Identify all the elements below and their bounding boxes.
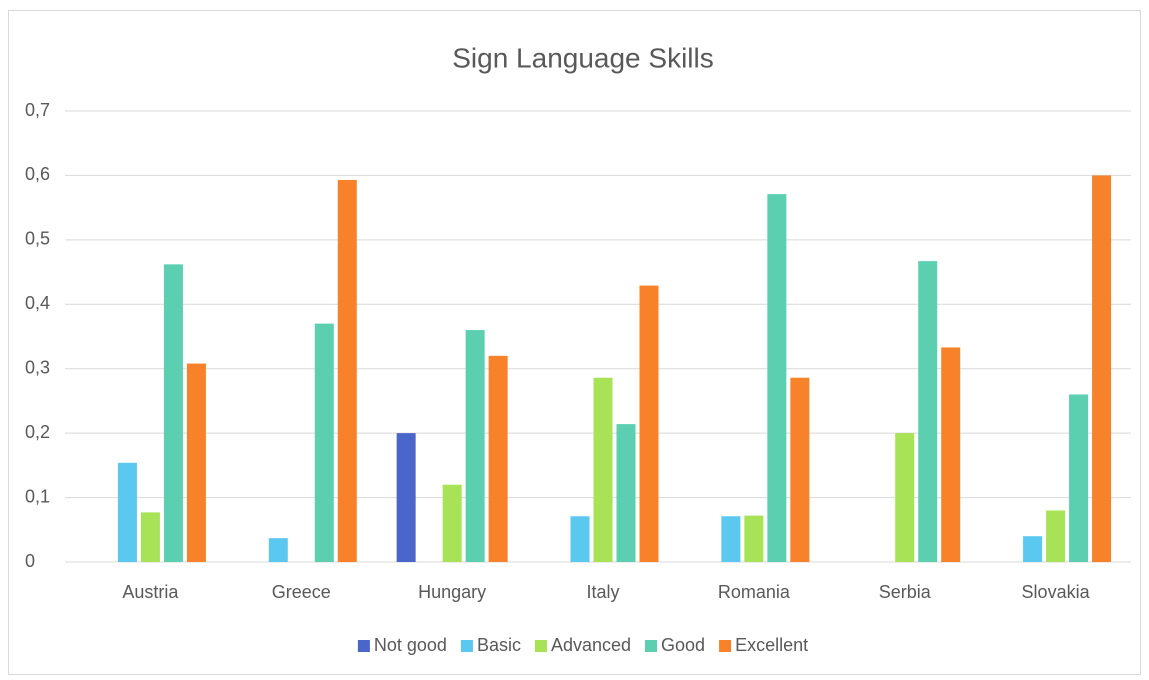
x-tick-label: Romania (718, 582, 791, 602)
bar (570, 516, 590, 562)
bar (186, 363, 206, 562)
bar (488, 355, 508, 562)
bar (163, 264, 183, 562)
x-tick-label: Greece (272, 582, 331, 602)
bar (337, 179, 357, 562)
bar (593, 377, 613, 562)
legend-label: Not good (374, 635, 447, 655)
x-tick-label: Austria (122, 582, 179, 602)
bar (140, 512, 160, 562)
bar (465, 330, 485, 562)
y-tick-label: 0,1 (25, 486, 50, 506)
bar (1092, 175, 1112, 562)
y-tick-label: 0,3 (25, 357, 50, 377)
bar (1023, 536, 1043, 562)
y-tick-label: 0,7 (25, 100, 50, 120)
bar (744, 515, 764, 562)
x-tick-label: Slovakia (1022, 582, 1091, 602)
bar (268, 538, 288, 562)
y-tick-label: 0,6 (25, 164, 50, 184)
bar (918, 261, 938, 562)
y-tick-label: 0,2 (25, 422, 50, 442)
chart-title: Sign Language Skills (452, 42, 714, 73)
legend-label: Basic (477, 635, 521, 655)
bar (895, 433, 915, 562)
bar (442, 484, 462, 562)
legend-label: Advanced (551, 635, 631, 655)
legend-swatch (460, 640, 473, 652)
bar (790, 377, 810, 562)
bar (1069, 394, 1089, 562)
x-tick-label: Hungary (418, 582, 486, 602)
bar (639, 285, 659, 562)
bar (616, 424, 636, 562)
legend-swatch (645, 640, 658, 652)
x-tick-label: Serbia (879, 582, 932, 602)
legend-label: Excellent (735, 635, 808, 655)
bar (314, 323, 334, 562)
bar (767, 194, 787, 562)
bar (721, 516, 741, 562)
legend-swatch (357, 640, 370, 652)
chart-frame (8, 10, 1141, 675)
y-tick-label: 0,4 (25, 293, 50, 313)
legend-swatch (719, 640, 732, 652)
bar (396, 433, 416, 562)
bar (1046, 510, 1066, 562)
legend-swatch (534, 640, 547, 652)
y-tick-label: 0,5 (25, 229, 50, 249)
x-tick-label: Italy (586, 582, 619, 602)
bar (941, 347, 961, 562)
bar (117, 462, 137, 562)
y-tick-label: 0 (25, 551, 35, 571)
legend-label: Good (661, 635, 705, 655)
